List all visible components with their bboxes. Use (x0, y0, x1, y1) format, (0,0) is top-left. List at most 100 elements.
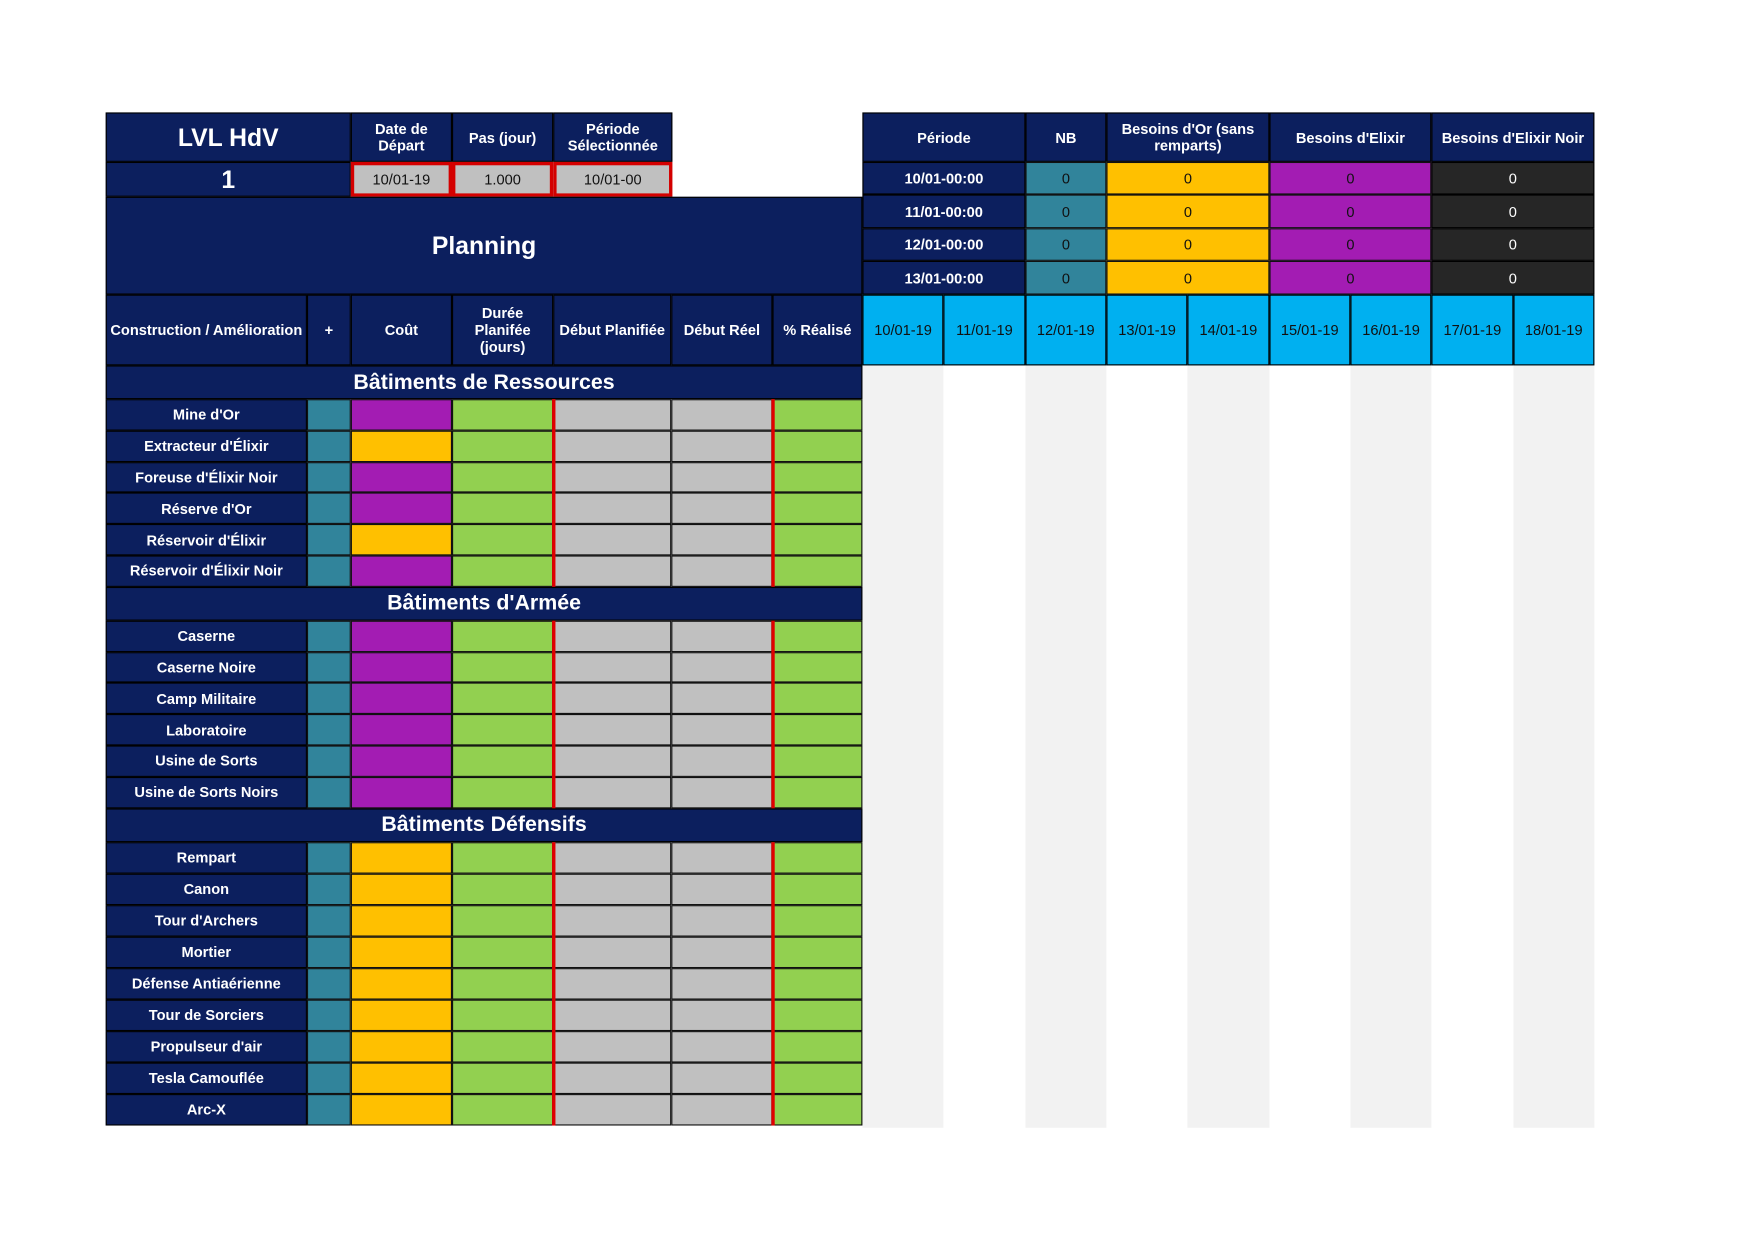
actual-start-input[interactable] (671, 714, 773, 746)
cost-cell[interactable] (350, 399, 453, 431)
duration-input[interactable] (452, 555, 554, 587)
cost-cell[interactable] (350, 904, 453, 937)
cost-cell[interactable] (350, 841, 453, 874)
planned-start-input[interactable] (553, 841, 672, 874)
planned-start-input[interactable] (553, 492, 672, 525)
cost-cell[interactable] (350, 430, 453, 462)
add-toggle[interactable] (306, 841, 351, 874)
planned-start-input[interactable] (553, 999, 672, 1031)
duration-input[interactable] (452, 1093, 554, 1126)
planned-start-input[interactable] (553, 399, 672, 431)
percent-done-input[interactable] (772, 776, 863, 808)
add-toggle[interactable] (306, 1093, 351, 1126)
duration-input[interactable] (452, 714, 554, 746)
add-toggle[interactable] (306, 1062, 351, 1094)
cost-cell[interactable] (350, 936, 453, 968)
actual-start-input[interactable] (671, 399, 773, 431)
percent-done-input[interactable] (772, 904, 863, 937)
percent-done-input[interactable] (772, 1030, 863, 1063)
actual-start-input[interactable] (671, 430, 773, 462)
add-toggle[interactable] (306, 524, 351, 556)
cost-cell[interactable] (350, 967, 453, 1000)
add-toggle[interactable] (306, 620, 351, 652)
add-toggle[interactable] (306, 904, 351, 937)
duration-input[interactable] (452, 841, 554, 874)
percent-done-input[interactable] (772, 555, 863, 587)
percent-done-input[interactable] (772, 936, 863, 968)
planned-start-input[interactable] (553, 873, 672, 905)
cost-cell[interactable] (350, 1030, 453, 1063)
add-toggle[interactable] (306, 555, 351, 587)
cost-cell[interactable] (350, 620, 453, 652)
actual-start-input[interactable] (671, 745, 773, 777)
planned-start-input[interactable] (553, 936, 672, 968)
actual-start-input[interactable] (671, 651, 773, 683)
duration-input[interactable] (452, 430, 554, 462)
planned-start-input[interactable] (553, 620, 672, 652)
percent-done-input[interactable] (772, 430, 863, 462)
planned-start-input[interactable] (553, 904, 672, 937)
cost-cell[interactable] (350, 1093, 453, 1126)
periode-selectionnee-input[interactable]: 10/01-00 (553, 161, 673, 197)
actual-start-input[interactable] (671, 1030, 773, 1063)
actual-start-input[interactable] (671, 682, 773, 715)
cost-cell[interactable] (350, 492, 453, 525)
planned-start-input[interactable] (553, 461, 672, 493)
actual-start-input[interactable] (671, 461, 773, 493)
actual-start-input[interactable] (671, 524, 773, 556)
duration-input[interactable] (452, 682, 554, 715)
add-toggle[interactable] (306, 776, 351, 808)
actual-start-input[interactable] (671, 999, 773, 1031)
planned-start-input[interactable] (553, 1062, 672, 1094)
cost-cell[interactable] (350, 999, 453, 1031)
cost-cell[interactable] (350, 745, 453, 777)
actual-start-input[interactable] (671, 492, 773, 525)
planned-start-input[interactable] (553, 1030, 672, 1063)
add-toggle[interactable] (306, 1030, 351, 1063)
planned-start-input[interactable] (553, 714, 672, 746)
add-toggle[interactable] (306, 461, 351, 493)
planned-start-input[interactable] (553, 776, 672, 808)
cost-cell[interactable] (350, 555, 453, 587)
actual-start-input[interactable] (671, 1062, 773, 1094)
duration-input[interactable] (452, 524, 554, 556)
planned-start-input[interactable] (553, 745, 672, 777)
actual-start-input[interactable] (671, 873, 773, 905)
actual-start-input[interactable] (671, 936, 773, 968)
percent-done-input[interactable] (772, 651, 863, 683)
actual-start-input[interactable] (671, 776, 773, 808)
duration-input[interactable] (452, 492, 554, 525)
percent-done-input[interactable] (772, 999, 863, 1031)
planned-start-input[interactable] (553, 967, 672, 1000)
actual-start-input[interactable] (671, 555, 773, 587)
percent-done-input[interactable] (772, 492, 863, 525)
actual-start-input[interactable] (671, 620, 773, 652)
add-toggle[interactable] (306, 936, 351, 968)
duration-input[interactable] (452, 651, 554, 683)
planned-start-input[interactable] (553, 1093, 672, 1126)
cost-cell[interactable] (350, 776, 453, 808)
add-toggle[interactable] (306, 745, 351, 777)
duration-input[interactable] (452, 873, 554, 905)
percent-done-input[interactable] (772, 524, 863, 556)
actual-start-input[interactable] (671, 967, 773, 1000)
cost-cell[interactable] (350, 524, 453, 556)
add-toggle[interactable] (306, 430, 351, 462)
add-toggle[interactable] (306, 714, 351, 746)
percent-done-input[interactable] (772, 620, 863, 652)
duration-input[interactable] (452, 936, 554, 968)
add-toggle[interactable] (306, 873, 351, 905)
actual-start-input[interactable] (671, 904, 773, 937)
percent-done-input[interactable] (772, 399, 863, 431)
percent-done-input[interactable] (772, 745, 863, 777)
add-toggle[interactable] (306, 492, 351, 525)
planned-start-input[interactable] (553, 430, 672, 462)
pas-input[interactable]: 1.000 (452, 161, 554, 197)
percent-done-input[interactable] (772, 461, 863, 493)
planned-start-input[interactable] (553, 651, 672, 683)
add-toggle[interactable] (306, 399, 351, 431)
add-toggle[interactable] (306, 967, 351, 1000)
duration-input[interactable] (452, 904, 554, 937)
duration-input[interactable] (452, 745, 554, 777)
date-depart-input[interactable]: 10/01-19 (350, 161, 453, 197)
